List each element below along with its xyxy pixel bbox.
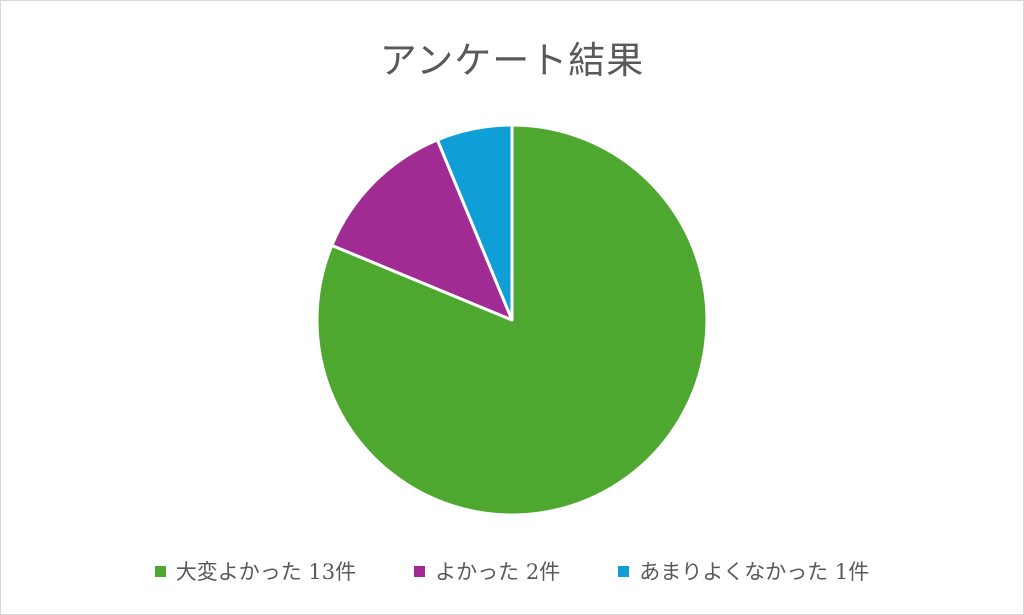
legend-swatch <box>154 565 166 577</box>
pie-slice-not-good <box>435 123 514 322</box>
chart-title: アンケート結果 <box>379 39 645 82</box>
legend-label: あまりよくなかった 1件 <box>639 560 870 584</box>
legend-swatch <box>414 565 426 577</box>
legend-label: 大変よかった 13件 <box>175 560 357 584</box>
pie-slices <box>315 123 709 517</box>
legend-item-not-good: あまりよくなかった 1件 <box>618 556 869 586</box>
pie-slice-good <box>330 138 514 322</box>
legend-swatch <box>618 565 630 577</box>
legend-item-very-good: 大変よかった 13件 <box>154 556 357 586</box>
legend-item-good: よかった 2件 <box>414 556 560 586</box>
legend-label: よかった 2件 <box>435 560 561 584</box>
legend: 大変よかった 13件 よかった 2件 あまりよくなかった 1件 <box>0 556 1024 586</box>
